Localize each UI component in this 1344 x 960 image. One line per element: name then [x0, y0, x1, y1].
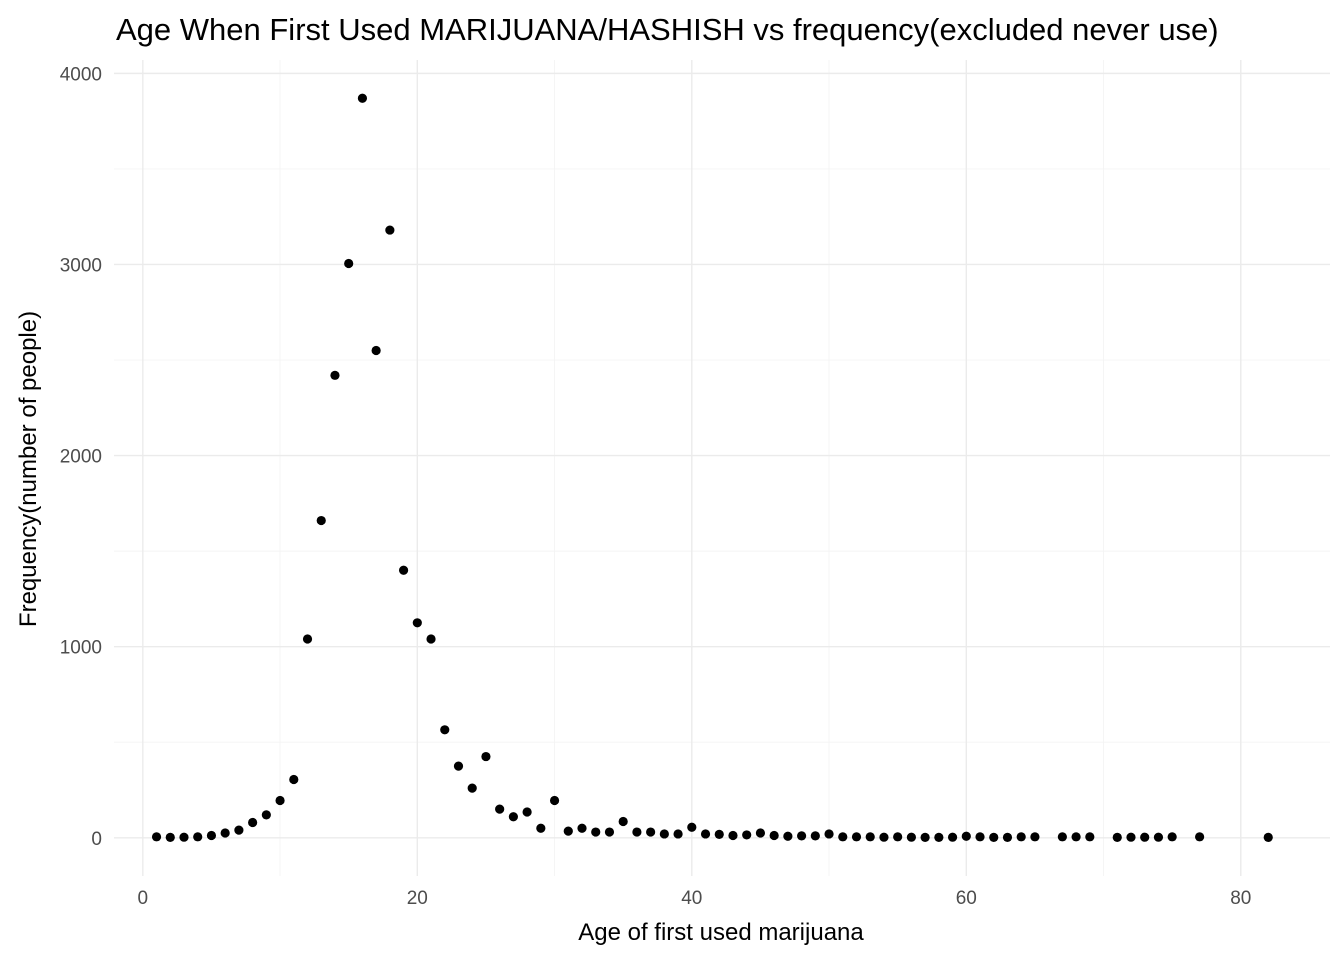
- x-tick-label: 80: [1230, 888, 1251, 909]
- data-point: [577, 823, 587, 833]
- data-point: [275, 795, 285, 806]
- data-point: [179, 832, 189, 842]
- data-point: [1057, 832, 1067, 842]
- tick-labels: 0 20 40 60 80 0 1000 2000 3000 4000: [60, 64, 1252, 909]
- data-point: [700, 829, 711, 839]
- data-point: [810, 831, 820, 841]
- data-point: [824, 829, 834, 839]
- data-point: [398, 565, 409, 575]
- data-point: [769, 830, 779, 841]
- y-axis-title: Frequency(number of people): [15, 311, 42, 627]
- data-point: [783, 831, 793, 841]
- chart-title: Age When First Used MARIJUANA/HASHISH vs…: [116, 12, 1219, 47]
- data-point: [151, 832, 162, 842]
- data-point: [302, 634, 313, 644]
- data-point: [975, 832, 985, 842]
- data-point: [248, 817, 258, 828]
- data-point: [755, 828, 766, 838]
- data-point: [1167, 832, 1177, 842]
- data-point: [1030, 832, 1040, 842]
- data-point: [893, 832, 903, 842]
- x-tick-label: 20: [407, 888, 428, 909]
- data-point: [989, 832, 999, 842]
- data-point: [934, 832, 944, 842]
- data-point: [316, 515, 326, 526]
- data-point: [220, 828, 230, 838]
- data-point: [1195, 832, 1205, 842]
- data-point: [618, 816, 628, 827]
- data-point: [687, 822, 697, 832]
- data-point: [1263, 832, 1273, 842]
- data-point: [522, 807, 532, 817]
- data-point: [344, 258, 354, 269]
- data-point: [481, 751, 491, 762]
- x-tick-label: 40: [681, 888, 702, 909]
- data-point: [440, 725, 450, 735]
- data-point: [357, 93, 368, 103]
- data-point: [1112, 832, 1122, 842]
- data-point: [508, 812, 518, 822]
- data-point: [920, 832, 930, 842]
- data-point: [646, 827, 656, 837]
- data-point: [659, 829, 669, 839]
- data-point: [906, 832, 916, 842]
- data-point: [1140, 832, 1150, 842]
- data-point: [1153, 832, 1164, 842]
- y-tick-label: 0: [91, 829, 102, 850]
- y-tick-label: 1000: [60, 638, 102, 659]
- data-point: [549, 795, 560, 806]
- data-point: [851, 832, 862, 842]
- data-point: [797, 831, 807, 841]
- data-point: [632, 827, 642, 837]
- data-point: [1085, 832, 1095, 842]
- data-point: [838, 832, 848, 842]
- x-tick-label: 60: [956, 888, 977, 909]
- data-point: [495, 804, 505, 814]
- data-point: [165, 832, 175, 842]
- data-point: [234, 825, 244, 835]
- data-point: [193, 832, 203, 842]
- data-point: [206, 830, 217, 841]
- data-point: [604, 827, 615, 837]
- y-tick-label: 4000: [60, 64, 102, 85]
- data-point: [742, 830, 752, 840]
- data-point: [879, 832, 889, 842]
- data-point: [1002, 832, 1013, 842]
- data-point: [536, 823, 546, 833]
- x-tick-label: 0: [138, 888, 149, 909]
- data-point: [673, 829, 683, 839]
- data-point: [947, 832, 958, 842]
- data-point: [412, 618, 422, 628]
- data-point: [865, 832, 875, 842]
- data-point: [563, 826, 573, 836]
- data-point: [385, 225, 395, 235]
- data-point: [467, 783, 477, 793]
- x-axis-title: Age of first used marijuana: [578, 919, 864, 946]
- data-point: [371, 345, 381, 356]
- data-point: [330, 370, 340, 380]
- data-point: [289, 774, 299, 785]
- data-point: [1016, 832, 1026, 842]
- data-point: [591, 827, 601, 837]
- data-point: [714, 829, 724, 839]
- data-point: [426, 634, 436, 644]
- data-points: [151, 93, 1273, 842]
- data-point: [961, 831, 971, 841]
- data-point: [728, 830, 738, 841]
- data-point: [1126, 832, 1136, 842]
- y-tick-label: 2000: [60, 447, 102, 468]
- data-point: [453, 761, 464, 771]
- data-point: [1071, 832, 1081, 842]
- data-point: [261, 810, 271, 820]
- y-tick-label: 3000: [60, 255, 102, 276]
